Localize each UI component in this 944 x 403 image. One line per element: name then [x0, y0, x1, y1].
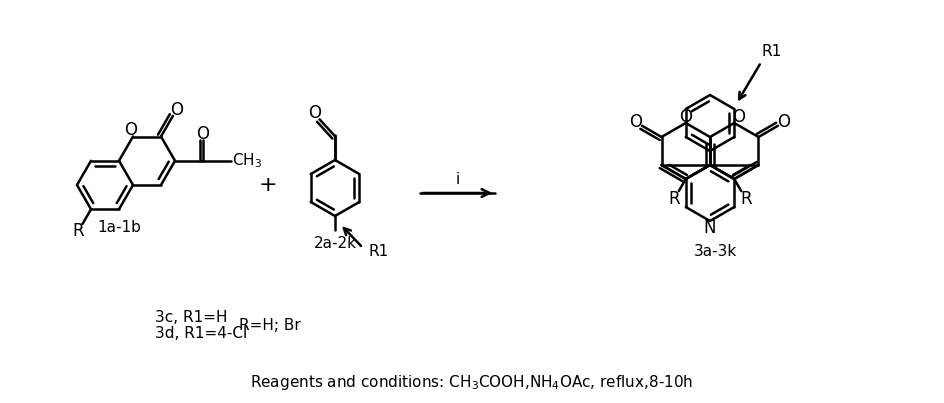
- Text: O: O: [679, 108, 692, 126]
- Text: R1: R1: [760, 44, 781, 60]
- Text: R1: R1: [368, 245, 389, 260]
- Text: O: O: [731, 108, 744, 126]
- Text: O: O: [629, 113, 642, 131]
- Text: R: R: [667, 190, 680, 208]
- Text: O: O: [196, 125, 210, 143]
- Text: Reagents and conditions: CH$_3$COOH,NH$_4$OAc, reflux,8-10h: Reagents and conditions: CH$_3$COOH,NH$_…: [250, 374, 693, 393]
- Text: O: O: [308, 104, 321, 123]
- Text: R: R: [73, 222, 84, 240]
- Text: O: O: [125, 120, 138, 139]
- Text: N: N: [703, 219, 716, 237]
- Text: +: +: [259, 175, 277, 195]
- Text: CH$_3$: CH$_3$: [231, 152, 261, 170]
- Text: 3d, R1=4-Cl: 3d, R1=4-Cl: [155, 326, 247, 341]
- Text: 3c, R1=H: 3c, R1=H: [155, 310, 228, 326]
- Text: O: O: [170, 101, 183, 119]
- Text: R=H; Br: R=H; Br: [239, 318, 300, 332]
- Text: O: O: [777, 113, 789, 131]
- Text: 1a-1b: 1a-1b: [97, 220, 141, 235]
- Text: 3a-3k: 3a-3k: [693, 243, 735, 258]
- Text: R: R: [739, 190, 750, 208]
- Text: i: i: [455, 172, 459, 187]
- Text: 2a-2k: 2a-2k: [313, 237, 356, 251]
